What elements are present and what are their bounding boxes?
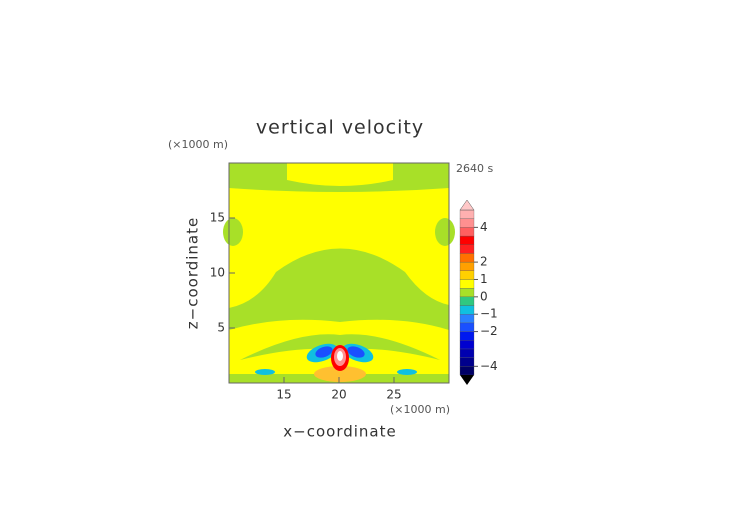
chart-title: vertical velocity: [256, 117, 424, 139]
x-unit: (×1000 m): [390, 403, 450, 416]
colorbar-segment: [459, 314, 475, 324]
field-patch: [287, 163, 393, 186]
x-tick-label: 15: [276, 388, 291, 402]
colorbar-segment: [459, 366, 475, 376]
colorbar-segment: [459, 227, 475, 237]
x-tick-label: 25: [386, 388, 401, 402]
field-patch: [337, 351, 343, 361]
colorbar-tick-label: 0: [480, 289, 488, 303]
colorbar-segment: [459, 270, 475, 280]
colorbar-tick-label: 2: [480, 255, 488, 269]
colorbar-extension: [460, 375, 474, 385]
field-patch: [223, 218, 243, 246]
y-axis-label: z−coordinate: [184, 217, 202, 329]
colorbar-segment: [459, 244, 475, 254]
y-unit: (×1000 m): [168, 138, 228, 151]
x-tick-label: 20: [331, 388, 346, 402]
colorbar-segment: [459, 331, 475, 341]
y-tick-label: 5: [217, 321, 225, 335]
field-patch: [397, 369, 417, 375]
y-tick-label: 10: [210, 266, 225, 280]
colorbar-segment: [459, 253, 475, 263]
colorbar-tick-label: −4: [480, 359, 498, 373]
x-axis-label: x−coordinate: [283, 423, 396, 441]
field-patch: [347, 346, 365, 358]
colorbar-tick-label: −2: [480, 324, 498, 338]
field-patch: [435, 218, 455, 246]
colorbar-segment: [459, 348, 475, 358]
colorbar-segment: [459, 305, 475, 315]
colorbar-tick-label: 4: [480, 220, 488, 234]
time-label: 2640 s: [456, 162, 493, 175]
field-patch: [315, 346, 333, 358]
colorbar-segment: [459, 357, 475, 367]
field-patch: [314, 366, 366, 382]
colorbar-segment: [459, 235, 475, 245]
colorbar-segment: [459, 340, 475, 350]
colorbar-tick-label: −1: [480, 307, 498, 321]
colorbar-segment: [459, 279, 475, 289]
colorbar-segment: [459, 261, 475, 271]
colorbar-segment: [459, 209, 475, 219]
colorbar-extension: [459, 199, 475, 211]
y-tick-label: 15: [210, 211, 225, 225]
colorbar-segment: [459, 296, 475, 306]
field-patch: [255, 369, 275, 375]
colorbar-segment: [459, 288, 475, 297]
colorbar-segment: [459, 322, 475, 332]
field: [223, 163, 455, 383]
colorbar-tick-label: 1: [480, 272, 488, 286]
colorbar-segment: [459, 218, 475, 228]
field-patch: [229, 188, 449, 308]
